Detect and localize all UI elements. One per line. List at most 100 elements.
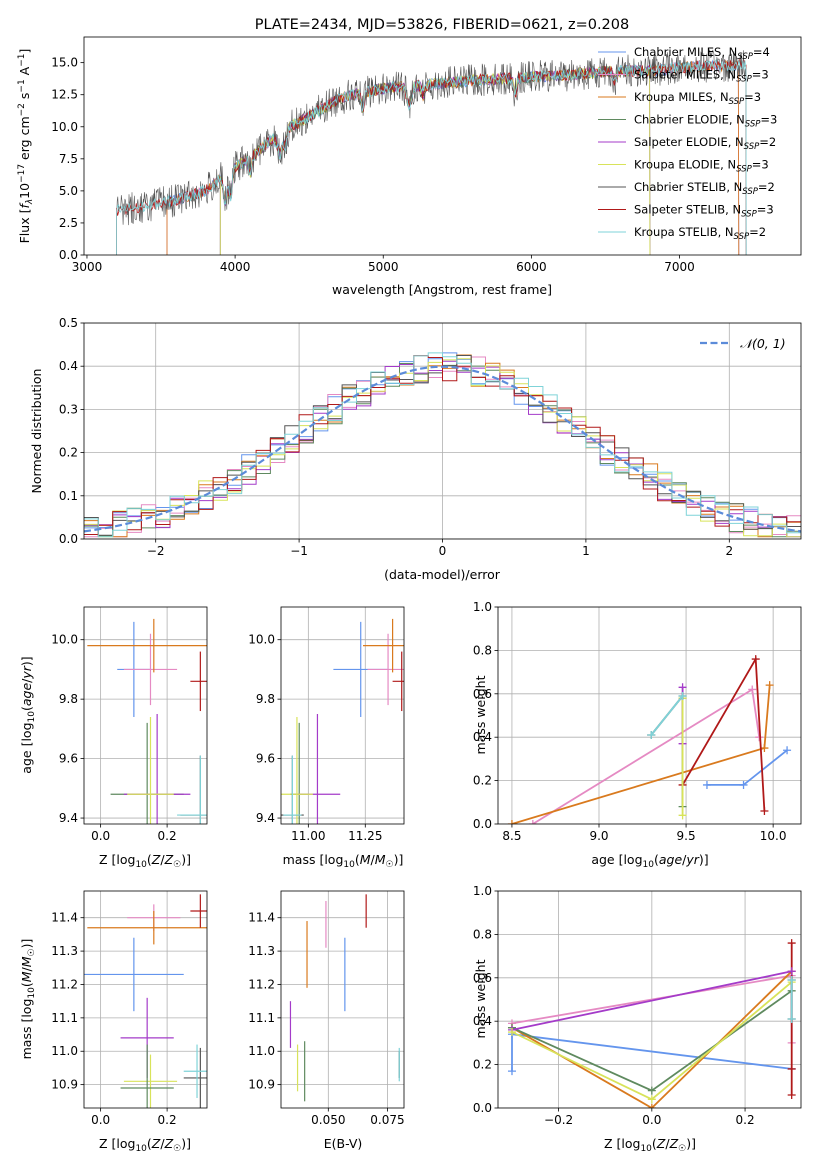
- label-part: 10: [135, 860, 147, 870]
- x-tick-label: −1: [290, 544, 308, 558]
- x-tick-label: 2: [725, 544, 733, 558]
- plus-marker: [787, 975, 796, 984]
- plus-marker: [678, 691, 687, 700]
- x-axis-label: Z [log10(Z/Z☉)]: [99, 852, 191, 870]
- legend-text: Chabrier STELIB, N: [634, 180, 742, 194]
- x-axis-label: wavelength [Angstrom, rest frame]: [332, 282, 552, 297]
- legend-entry: Chabrier ELODIE, NSSP=3: [634, 113, 777, 130]
- label-part: )]: [699, 852, 709, 867]
- spectrum-series: [116, 59, 747, 255]
- legend-text: Chabrier MILES, N: [634, 45, 737, 59]
- label-part: /: [19, 678, 34, 683]
- y-tick-label: 11.1: [248, 1011, 275, 1025]
- y-tick-label: 0.4: [59, 359, 78, 373]
- x-axis-label: Z [log10(Z/Z☉)]: [604, 1136, 696, 1154]
- label-part: /: [19, 966, 34, 971]
- legend-text: Salpeter ELODIE, N: [634, 135, 744, 149]
- errorbar-point: [120, 1044, 174, 1108]
- label-part: A: [17, 66, 32, 79]
- y-tick-label: 10.9: [248, 1078, 275, 1092]
- label-part: 10: [135, 1144, 147, 1154]
- label-part: −2: [17, 103, 27, 116]
- label-part: (: [19, 706, 34, 711]
- y-tick-label: 0.1: [59, 489, 78, 503]
- plot-area: [84, 891, 207, 1108]
- label-part: )]: [686, 1136, 696, 1151]
- errorbar-point: [183, 1047, 207, 1108]
- x-tick-label: 9.0: [589, 829, 608, 843]
- label-part: /: [371, 852, 376, 867]
- axes-age-vs-Z: 0.0 0.29.49.69.810.0Z [log10(Z/Z☉)]age [l…: [19, 606, 208, 870]
- errorbar-point: [177, 755, 207, 824]
- legend-text: =3: [752, 68, 769, 82]
- y-tick-label: 11.2: [51, 977, 78, 991]
- legend-subscript: SSP: [742, 187, 758, 197]
- x-axis-label: (data-model)/error: [384, 567, 501, 582]
- legend-entry: Chabrier MILES, NSSP=4: [634, 45, 770, 62]
- plus-marker: [783, 746, 792, 755]
- plus-marker: [787, 967, 796, 976]
- weight-series: [678, 694, 687, 820]
- errorbar-point: [183, 1044, 207, 1098]
- weight-series: [647, 691, 687, 740]
- y-tick-label: 11.4: [51, 911, 78, 925]
- plus-marker: [528, 820, 537, 824]
- y-axis-label: mass weight: [473, 675, 488, 754]
- x-tick-label: −2: [147, 544, 165, 558]
- x-tick-label: 6000: [516, 260, 547, 274]
- label-part: s: [17, 93, 32, 104]
- legend-text: Kroupa MILES, N: [634, 90, 729, 104]
- label-part: age: [19, 683, 34, 707]
- y-tick-label: 0.2: [473, 1058, 492, 1072]
- x-tick-label: 0.0: [91, 1113, 110, 1127]
- spectrum-series: [219, 64, 651, 255]
- y-tick-label: 0.2: [59, 446, 78, 460]
- axes-mass-vs-Z: 0.0 0.210.911.011.111.211.311.4Z [log10(Z…: [19, 890, 208, 1154]
- errorbar-point: [87, 911, 207, 945]
- errorbar-point: [87, 618, 207, 673]
- x-tick-label: 0.2: [158, 1113, 177, 1127]
- errorbar-point: [123, 633, 178, 706]
- y-tick-label: 0.4: [473, 730, 492, 744]
- label-part: −17: [17, 164, 27, 183]
- label-part: (: [19, 982, 34, 987]
- plus-marker: [647, 731, 656, 740]
- x-tick-label: 0.0: [91, 829, 110, 843]
- y-tick-label: 9.6: [59, 752, 78, 766]
- x-tick-label: 9.5: [677, 829, 696, 843]
- weight-series: [678, 655, 769, 815]
- label-part: Z [log: [604, 1136, 640, 1151]
- plus-marker: [647, 1104, 656, 1108]
- label-part: Z [log: [99, 852, 135, 867]
- weight-line: [650, 695, 684, 736]
- label-part: )]: [181, 852, 191, 867]
- weight-line: [681, 656, 766, 812]
- legend-entry: Salpeter STELIB, NSSP=3: [634, 203, 774, 220]
- axes-frame: [280, 606, 405, 825]
- label-part: 10: [343, 860, 355, 870]
- legend-subscript: SSP: [729, 97, 745, 107]
- legend-subscript: SSP: [736, 165, 752, 175]
- errorbar-point: [283, 755, 302, 824]
- plot-area: [498, 891, 801, 1108]
- legend-text: Salpeter STELIB, N: [634, 203, 741, 217]
- label-part: M: [360, 852, 371, 867]
- legend-entry: Kroupa ELODIE, NSSP=3: [634, 158, 769, 175]
- weight-line: [511, 970, 792, 1031]
- label-part: )]: [394, 852, 404, 867]
- y-tick-label: 10.0: [248, 633, 275, 647]
- axes-mass-weight-vs-Z: −0.2 0.0 0.20.00.20.40.60.81.0Z [log10(Z/Z…: [473, 884, 802, 1154]
- label-part: (: [355, 852, 360, 867]
- label-part: Z: [151, 852, 161, 867]
- weight-line: [532, 688, 761, 824]
- y-tick-label: 1.0: [473, 884, 492, 898]
- errorbar-point: [190, 894, 207, 928]
- legend-text: Chabrier ELODIE, N: [634, 113, 745, 127]
- label-part: M: [19, 971, 34, 982]
- legend-entry: Salpeter ELODIE, NSSP=2: [634, 135, 776, 152]
- axes-spectrum: 3000 4000 5000 6000 7000 0.0 2.5 5.0 7.5 10.0 12.5…: [17, 17, 802, 297]
- x-tick-label: 8.5: [502, 829, 521, 843]
- label-part: M: [375, 852, 386, 867]
- y-tick-label: 11.3: [51, 944, 78, 958]
